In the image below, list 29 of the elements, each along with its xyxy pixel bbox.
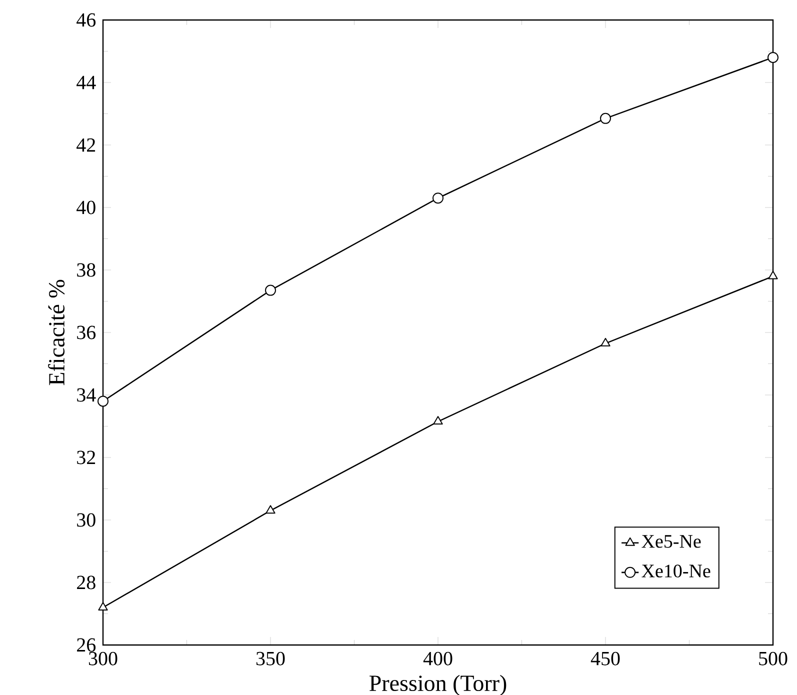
x-tick-label: 300 bbox=[88, 652, 118, 666]
y-tick-label: 40 bbox=[76, 200, 96, 214]
y-tick-label: 46 bbox=[76, 13, 96, 27]
x-tick-label: 500 bbox=[759, 652, 788, 666]
point bbox=[600, 112, 611, 124]
point bbox=[768, 270, 778, 280]
point bbox=[432, 192, 444, 204]
point bbox=[600, 338, 610, 346]
point bbox=[433, 416, 443, 425]
y-tick-label: 32 bbox=[77, 450, 96, 464]
point bbox=[98, 602, 108, 610]
legend-label: Xe10-Ne bbox=[642, 564, 710, 578]
x-tick-label: 450 bbox=[590, 652, 620, 666]
y-tick-label: 36 bbox=[77, 326, 96, 340]
y-axis-title: Eficacité % bbox=[48, 280, 65, 386]
point bbox=[266, 505, 276, 514]
x-tick-label: 350 bbox=[256, 652, 285, 666]
point bbox=[768, 52, 779, 63]
point bbox=[265, 284, 276, 296]
y-tick-label: 38 bbox=[77, 263, 96, 277]
legend-label: Xe5-Ne bbox=[642, 535, 701, 548]
y-tick-label: 44 bbox=[76, 76, 96, 90]
y-tick-label: 34 bbox=[77, 388, 96, 402]
x-tick-label: 400 bbox=[423, 652, 452, 666]
y-tick-label: 30 bbox=[77, 513, 96, 527]
y-tick-label: 28 bbox=[77, 576, 96, 590]
y-tick-label: 26 bbox=[77, 638, 96, 652]
y-tick-label: 42 bbox=[76, 138, 96, 152]
point bbox=[98, 396, 109, 407]
